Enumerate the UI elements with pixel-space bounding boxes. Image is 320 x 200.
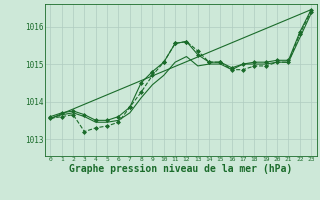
X-axis label: Graphe pression niveau de la mer (hPa): Graphe pression niveau de la mer (hPa) bbox=[69, 164, 292, 174]
